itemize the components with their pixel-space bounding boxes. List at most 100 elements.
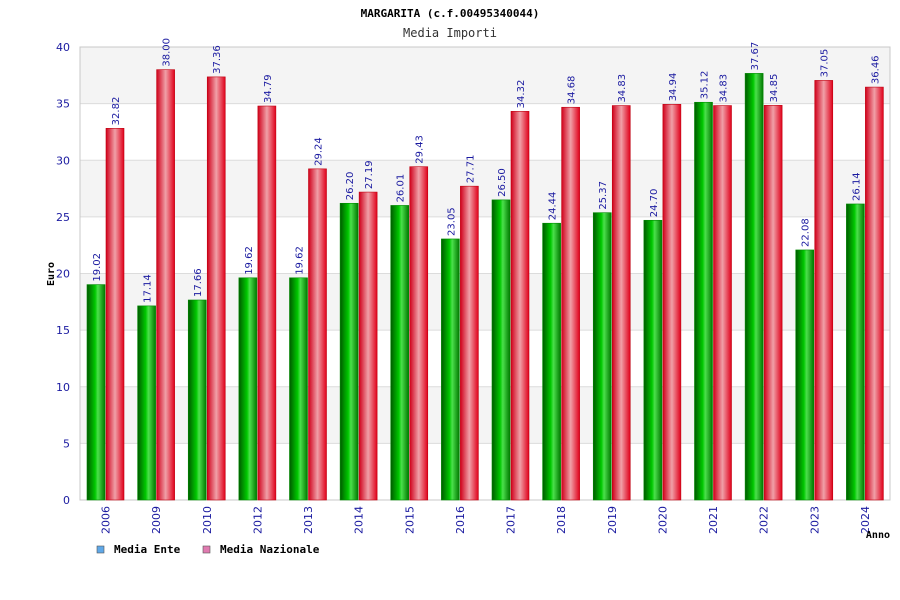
bar-media-ente [542, 222, 561, 501]
x-tick-label: 2022 [758, 506, 771, 534]
y-tick-label: 10 [56, 381, 70, 394]
x-tick-label: 2024 [859, 506, 872, 534]
x-tick-label: 2009 [150, 506, 163, 534]
bar-media-ente [795, 249, 815, 501]
data-label: 26.20 [345, 172, 356, 201]
bar-media-ente [491, 199, 511, 501]
x-tick-label: 2019 [606, 506, 619, 534]
data-label: 34.83 [719, 74, 730, 103]
bar-media-nazionale [105, 128, 125, 501]
data-label: 34.85 [769, 74, 780, 103]
bar-media-nazionale [308, 168, 327, 501]
y-tick-label: 5 [63, 437, 70, 450]
data-label: 22.08 [801, 218, 812, 247]
x-tick-label: 2020 [656, 506, 669, 534]
x-tick-label: 2013 [302, 506, 315, 534]
bar-media-ente [390, 205, 410, 501]
chart-subtitle: Media Importi [403, 26, 497, 40]
bar-media-ente [339, 202, 359, 501]
y-tick-label: 20 [56, 268, 70, 281]
data-label: 27.71 [465, 155, 476, 184]
bar-media-nazionale [865, 86, 884, 501]
data-label: 32.82 [111, 97, 122, 126]
legend-label: Media Ente [114, 543, 181, 556]
bar-media-ente [694, 101, 713, 501]
x-tick-label: 2023 [808, 506, 821, 534]
data-label: 34.68 [567, 76, 578, 105]
bar-media-ente [137, 305, 156, 501]
bar-media-nazionale [206, 76, 226, 501]
bar-media-nazionale [257, 105, 277, 501]
y-tick-label: 15 [56, 324, 70, 337]
y-tick-label: 30 [56, 154, 70, 167]
x-tick-label: 2010 [201, 506, 214, 534]
data-label: 26.01 [396, 174, 407, 203]
x-tick-label: 2017 [505, 506, 518, 534]
x-tick-label: 2021 [707, 506, 720, 534]
x-axis-ticks: 2006 2009 2010 2012 2013 2014 2015 2016 2017 2018… [100, 506, 872, 534]
x-tick-label: 2015 [403, 506, 416, 534]
bar-media-nazionale [611, 105, 631, 501]
data-label: 35.12 [700, 71, 711, 100]
bar-media-nazionale [561, 106, 580, 501]
bar-media-ente [846, 203, 865, 501]
data-label: 23.05 [446, 207, 457, 236]
legend-swatch [202, 545, 211, 554]
x-axis-label: Anno [866, 530, 890, 541]
bar-media-ente [187, 299, 207, 501]
x-tick-label: 2018 [555, 506, 568, 534]
y-axis-ticks: 0 5 10 15 20 25 30 35 40 [56, 41, 70, 507]
bar-media-ente [289, 277, 308, 501]
data-label: 24.70 [649, 189, 660, 218]
data-label: 37.05 [820, 49, 831, 78]
y-tick-label: 0 [63, 494, 70, 507]
data-label: 26.14 [851, 172, 862, 201]
bars [86, 69, 884, 501]
bar-media-nazionale [460, 185, 479, 501]
bar-media-nazionale [713, 105, 732, 501]
data-label: 34.79 [263, 74, 274, 103]
data-label: 34.83 [617, 74, 628, 103]
data-label: 34.32 [516, 80, 527, 109]
value-labels: 19.02 32.82 17.14 38.00 17.66 37.36 19.62 34.79… [92, 38, 881, 303]
bar-media-ente [441, 238, 460, 501]
bar-media-nazionale [814, 80, 834, 501]
data-label: 29.24 [314, 137, 325, 166]
bar-media-nazionale [662, 104, 682, 501]
data-label: 19.62 [295, 246, 306, 275]
x-tick-label: 2012 [251, 506, 264, 534]
chart-title: MARGARITA (c.f.00495340044) [361, 7, 540, 20]
bar-media-ente [744, 73, 764, 501]
x-tick-label: 2014 [353, 506, 366, 534]
bar-media-ente [643, 219, 663, 501]
legend-swatch [96, 545, 105, 554]
data-label: 25.37 [598, 181, 609, 210]
legend: Media Ente Media Nazionale [96, 543, 320, 556]
bar-media-ente [86, 284, 106, 501]
bar-media-ente [592, 212, 612, 501]
data-label: 37.36 [212, 45, 223, 74]
x-tick-label: 2016 [454, 506, 467, 534]
x-tick-label: 2006 [100, 506, 113, 534]
bar-media-ente [238, 277, 258, 501]
y-tick-label: 40 [56, 41, 70, 54]
y-tick-label: 25 [56, 211, 70, 224]
data-label: 29.43 [415, 135, 426, 164]
data-label: 17.14 [143, 274, 154, 303]
plot-frame [79, 46, 891, 501]
data-label: 37.67 [750, 42, 761, 71]
data-label: 38.00 [162, 38, 173, 67]
data-label: 19.62 [244, 246, 255, 275]
legend-label: Media Nazionale [220, 543, 320, 556]
bar-media-nazionale [409, 166, 429, 501]
bar-media-nazionale [763, 105, 783, 501]
data-label: 19.02 [92, 253, 103, 282]
bar-media-nazionale [510, 111, 530, 501]
data-label: 17.66 [193, 268, 204, 297]
data-label: 36.46 [870, 55, 881, 84]
data-label: 34.94 [668, 73, 679, 102]
data-label: 27.19 [364, 160, 375, 189]
y-tick-label: 35 [56, 98, 70, 111]
bar-media-nazionale [358, 191, 378, 501]
